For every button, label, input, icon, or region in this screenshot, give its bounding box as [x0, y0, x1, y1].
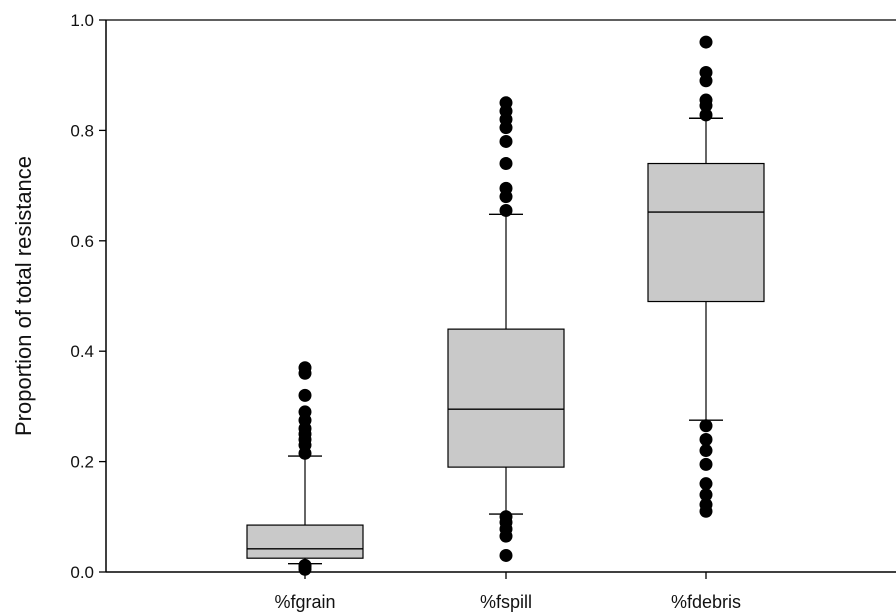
y-tick-label: 0.2 [70, 453, 94, 472]
y-tick-label: 0.8 [70, 121, 94, 140]
box-iqr [246, 524, 364, 559]
box-group [246, 361, 364, 576]
outlier-point [699, 444, 713, 458]
x-category-labels: %fgrain %fspill %fdebris [274, 572, 741, 612]
outlier-point [499, 134, 513, 148]
plot-frame [105, 19, 896, 573]
x-category-label: %fgrain [274, 592, 335, 612]
outlier-point [298, 388, 312, 402]
outlier-point [298, 405, 312, 419]
outlier-point [699, 477, 713, 491]
box-iqr [447, 328, 565, 468]
outlier-point [499, 548, 513, 562]
y-ticks: 0.0 0.2 0.4 0.6 0.8 1.0 [70, 11, 106, 582]
outlier-point [499, 181, 513, 195]
outlier-point [298, 361, 312, 375]
outlier-point [699, 35, 713, 49]
outlier-point [499, 510, 513, 524]
outlier-point [699, 488, 713, 502]
box-group [647, 35, 765, 518]
outlier-point [699, 457, 713, 471]
y-axis-title: Proportion of total resistance [11, 156, 36, 436]
outlier-point [499, 157, 513, 171]
outlier-point [699, 419, 713, 433]
outlier-point [699, 433, 713, 447]
x-category-label: %fdebris [671, 592, 741, 612]
y-tick-label: 1.0 [70, 11, 94, 30]
outlier-point [699, 498, 713, 512]
y-tick-label: 0.0 [70, 563, 94, 582]
outlier-point [699, 108, 713, 122]
outlier-point [699, 65, 713, 79]
outlier-point [699, 93, 713, 107]
box-group [447, 96, 565, 562]
y-tick-label: 0.4 [70, 342, 94, 361]
outlier-point [298, 558, 312, 572]
outlier-point [499, 203, 513, 217]
outlier-point [499, 96, 513, 110]
box-iqr [647, 162, 765, 303]
x-category-label: %fspill [480, 592, 532, 612]
boxes [246, 35, 765, 576]
y-tick-label: 0.6 [70, 232, 94, 251]
